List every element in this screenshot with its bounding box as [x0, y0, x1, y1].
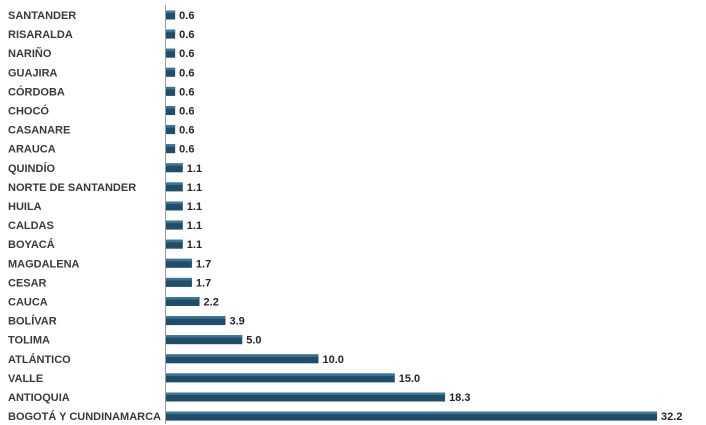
category-label: NARIÑO	[8, 47, 52, 60]
value-label: 10.0	[323, 354, 344, 366]
bar	[166, 163, 183, 173]
value-label: 32.2	[661, 411, 682, 423]
value-label: 1.7	[196, 277, 211, 289]
bar	[166, 258, 192, 268]
bar-highlight	[166, 411, 658, 415]
bar	[166, 297, 200, 306]
category-label: ANTIOQUIA	[8, 392, 70, 404]
category-label: CALDAS	[8, 220, 54, 232]
bar-highlight	[166, 316, 226, 319]
category-label: RISARALDA	[8, 29, 73, 41]
value-label: 0.6	[179, 106, 194, 118]
category-label: HUILA	[8, 201, 42, 213]
bar	[166, 392, 446, 402]
value-label: 1.1	[187, 239, 202, 251]
bar	[166, 335, 243, 345]
value-label: 0.6	[179, 125, 194, 137]
value-label: 0.6	[179, 86, 194, 98]
value-label: 1.1	[187, 201, 202, 213]
bar-highlight	[166, 125, 176, 128]
bar	[166, 48, 176, 58]
value-label: 1.1	[187, 163, 202, 175]
bar-highlight	[166, 182, 183, 185]
category-label: CAUCA	[8, 297, 48, 309]
bar	[166, 373, 395, 383]
bar	[166, 106, 176, 115]
bar-highlight	[166, 392, 446, 395]
bar-highlight	[166, 277, 192, 281]
bar	[166, 86, 176, 96]
value-label: 1.1	[187, 220, 202, 232]
bar-series: SANTANDER 0.6 RISARALDA 0.6 NARIÑO 0.6 GUAJIRA…	[8, 10, 682, 423]
category-label: ATLÁNTICO	[8, 353, 71, 366]
bar-highlight	[166, 163, 183, 166]
bar-highlight	[166, 201, 183, 204]
category-label: BOGOTÁ Y CUNDINAMARCA	[8, 410, 161, 423]
category-label: BOLÍVAR	[8, 315, 57, 328]
bar	[166, 125, 176, 135]
value-label: 2.2	[204, 297, 219, 309]
value-label: 1.7	[196, 258, 211, 270]
bar-highlight	[166, 86, 176, 90]
bar	[166, 182, 183, 192]
category-label: VALLE	[8, 373, 43, 385]
category-label: CHOCÓ	[8, 105, 49, 118]
category-label: SANTANDER	[8, 10, 76, 22]
bar	[166, 201, 183, 211]
value-label: 5.0	[246, 335, 261, 347]
category-label: ARAUCA	[8, 144, 56, 156]
category-label: CESAR	[8, 277, 47, 289]
bar-highlight	[166, 239, 183, 243]
value-label: 1.1	[187, 182, 202, 194]
bar	[166, 144, 176, 154]
category-label: GUAJIRA	[8, 67, 58, 79]
bar	[166, 239, 183, 249]
bar-highlight	[166, 144, 176, 147]
value-label: 0.6	[179, 29, 194, 41]
bar	[166, 220, 183, 230]
value-label: 18.3	[449, 392, 470, 404]
value-label: 0.6	[179, 10, 194, 22]
bar	[166, 277, 192, 287]
bar	[166, 29, 176, 39]
value-label: 3.9	[229, 316, 244, 328]
bar-highlight	[166, 354, 319, 357]
category-label: CÓRDOBA	[8, 85, 65, 98]
bar	[166, 67, 176, 77]
category-label: MAGDALENA	[8, 258, 80, 270]
bar	[166, 10, 176, 20]
bar-highlight	[166, 106, 176, 109]
bar-highlight	[166, 10, 176, 13]
bar-highlight	[166, 335, 243, 338]
value-label: 15.0	[399, 373, 420, 385]
bar-highlight	[166, 48, 176, 52]
bar-highlight	[166, 29, 176, 33]
bar-highlight	[166, 258, 192, 262]
value-label: 0.6	[179, 48, 194, 60]
category-label: CASANARE	[8, 125, 70, 137]
bar	[166, 316, 226, 326]
bar-highlight	[166, 373, 395, 376]
bar-highlight	[166, 297, 200, 300]
bar-highlight	[166, 67, 176, 71]
category-label: NORTE DE SANTANDER	[8, 182, 136, 194]
value-label: 0.6	[179, 144, 194, 156]
category-label: QUINDÍO	[8, 162, 56, 175]
bar	[166, 411, 658, 421]
category-label: TOLIMA	[8, 335, 50, 347]
category-label: BOYACÁ	[8, 238, 55, 251]
value-label: 0.6	[179, 67, 194, 79]
bar	[166, 354, 319, 364]
bar-highlight	[166, 220, 183, 224]
